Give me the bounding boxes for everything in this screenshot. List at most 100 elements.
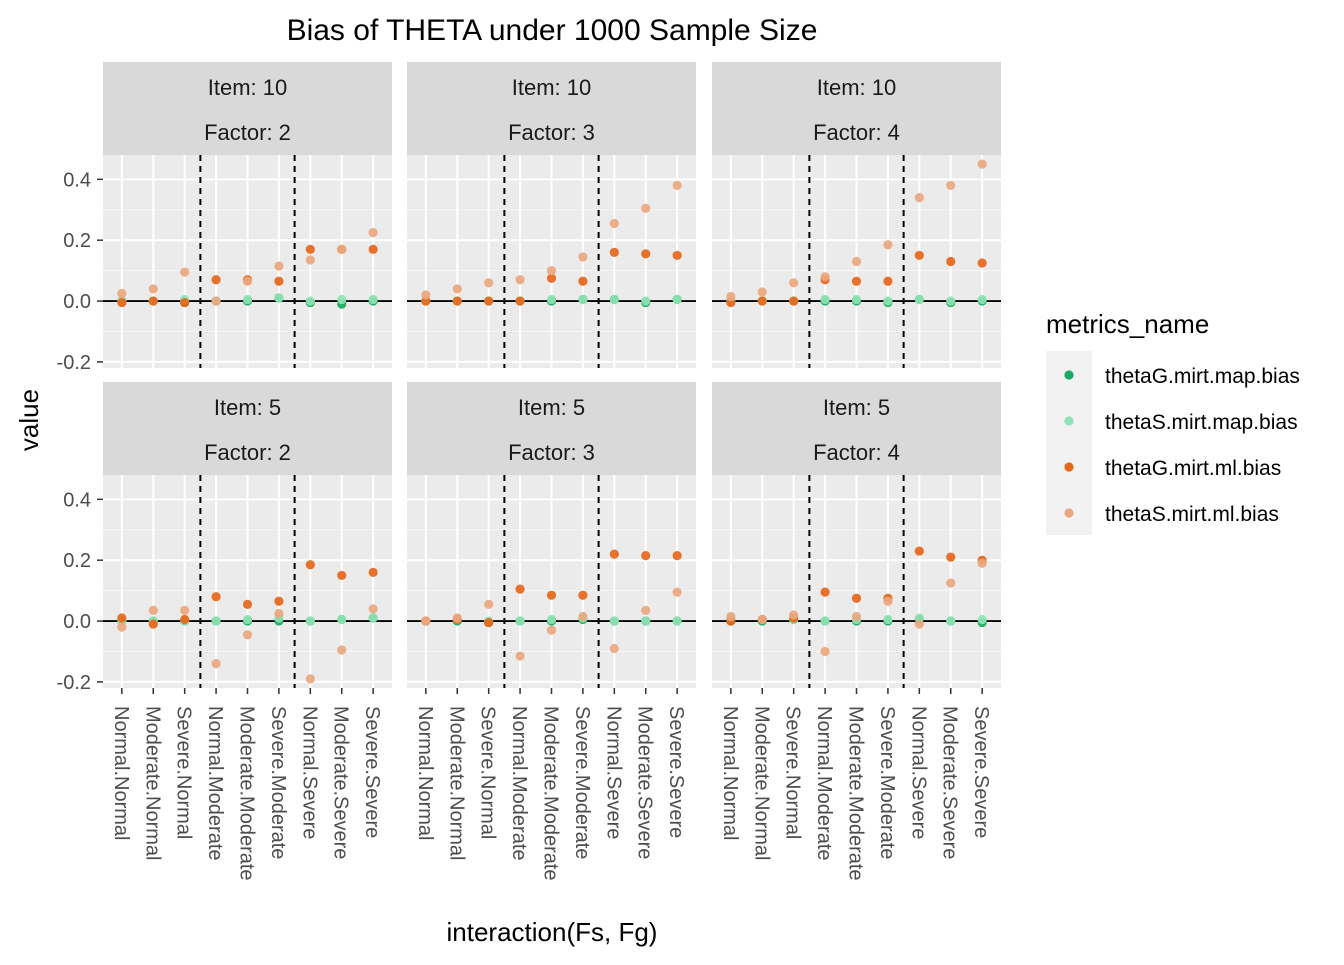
data-point — [452, 296, 462, 306]
data-point — [117, 613, 127, 623]
data-point — [117, 288, 127, 299]
data-point — [757, 296, 767, 306]
data-point — [274, 608, 284, 619]
data-point — [851, 276, 862, 286]
x-tick-label: Normal.Severe — [602, 706, 624, 839]
data-point — [946, 180, 956, 191]
legend-key-point — [1064, 370, 1074, 380]
data-point — [484, 599, 494, 609]
panels-layer: Item: 10 Factor: 2 -0.2 0.0 0.2 0.4 Item: 10 Fa… — [57, 62, 1001, 881]
data-point — [851, 611, 862, 622]
data-point — [484, 278, 494, 288]
data-point — [274, 261, 284, 271]
data-point — [211, 275, 221, 285]
data-point — [851, 593, 862, 603]
data-point — [914, 250, 924, 261]
data-point — [820, 646, 830, 657]
data-point — [180, 605, 190, 616]
data-point — [242, 614, 253, 625]
data-point — [546, 614, 557, 625]
data-point — [368, 567, 378, 577]
facet-strip — [103, 62, 392, 155]
legend-title: metrics_name — [1046, 309, 1209, 339]
data-point — [148, 284, 158, 294]
data-point — [820, 294, 830, 305]
x-tick-label: Moderate.Normal — [445, 706, 467, 861]
data-point — [242, 599, 253, 609]
data-point — [180, 267, 190, 277]
y-tick-label: 0.4 — [63, 489, 91, 511]
data-point — [609, 218, 619, 229]
x-tick-label: Moderate.Moderate — [540, 706, 562, 881]
data-point — [883, 614, 893, 625]
facet-strip-item-label: Item: 10 — [817, 75, 896, 100]
x-tick-label: Severe.Moderate — [571, 706, 593, 859]
facet-strip — [103, 382, 392, 475]
data-point — [368, 613, 378, 623]
data-point — [578, 252, 588, 262]
x-tick-label: Moderate.Severe — [634, 706, 656, 859]
facet-strip-item-label: Item: 10 — [512, 75, 591, 100]
data-point — [578, 276, 588, 286]
data-point — [337, 645, 347, 655]
data-point — [641, 249, 651, 259]
data-point — [515, 584, 525, 594]
x-tick-label: Moderate.Moderate — [236, 706, 258, 881]
x-tick-label: Severe.Normal — [173, 706, 195, 839]
x-tick-label: Severe.Severe — [665, 706, 687, 838]
data-point — [977, 558, 987, 568]
data-point — [421, 616, 431, 626]
data-point — [274, 596, 284, 606]
data-point — [914, 619, 924, 629]
x-tick-label: Severe.Normal — [477, 706, 499, 839]
data-point — [672, 180, 682, 191]
data-point — [789, 278, 799, 288]
facet-strip — [712, 62, 1001, 155]
facet-strip-item-label: Item: 10 — [208, 75, 287, 100]
data-point — [946, 256, 956, 267]
x-tick-label: Normal.Normal — [719, 706, 741, 840]
data-point — [242, 276, 253, 286]
data-point — [305, 255, 315, 265]
data-point — [883, 240, 893, 250]
data-point — [672, 250, 682, 261]
data-point — [672, 551, 682, 561]
data-point — [789, 296, 799, 306]
data-point — [305, 674, 315, 684]
data-point — [609, 549, 619, 559]
legend-entry-label: thetaS.mirt.map.bias — [1105, 411, 1298, 434]
data-point — [211, 592, 221, 602]
y-tick-label: 0.2 — [63, 230, 91, 252]
x-tick-label: Normal.Severe — [298, 706, 320, 839]
data-point — [211, 296, 221, 306]
data-point — [117, 297, 127, 308]
data-point — [977, 614, 987, 625]
legend-entry-label: thetaG.mirt.map.bias — [1105, 365, 1300, 388]
data-point — [180, 297, 190, 308]
y-tick-label: 0.4 — [63, 169, 91, 191]
x-tick-label: Moderate.Severe — [939, 706, 961, 859]
x-tick-label: Normal.Moderate — [204, 706, 226, 861]
x-tick-label: Moderate.Normal — [750, 706, 772, 861]
data-point — [641, 296, 651, 306]
data-point — [305, 244, 315, 254]
data-point — [914, 294, 924, 305]
data-point — [546, 590, 557, 600]
data-point — [148, 605, 158, 616]
data-point — [851, 294, 862, 305]
facet-strip-item-label: Item: 5 — [823, 395, 890, 420]
facet-strip — [407, 62, 696, 155]
data-point — [546, 294, 557, 305]
chart-title: Bias of THETA under 1000 Sample Size — [287, 14, 818, 47]
data-point — [609, 643, 619, 654]
data-point — [914, 546, 924, 556]
data-point — [337, 570, 347, 581]
data-point — [421, 290, 431, 300]
legend-entry-label: thetaS.mirt.ml.bias — [1105, 503, 1279, 526]
x-tick-label: Severe.Moderate — [267, 706, 289, 859]
data-point — [305, 296, 315, 306]
data-point — [578, 611, 588, 622]
data-point — [641, 605, 651, 616]
data-point — [977, 294, 987, 305]
data-point — [820, 616, 830, 626]
